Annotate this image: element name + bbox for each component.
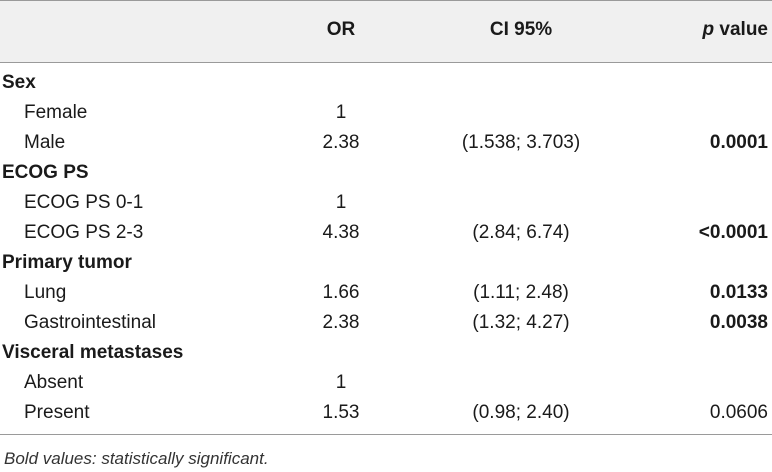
or-value: 1: [335, 372, 347, 393]
p-value-significant: 0.0001: [709, 132, 768, 153]
p-value-significant: 0.0133: [709, 282, 768, 303]
table-footnote: Bold values: statistically significant.: [4, 449, 269, 468]
row-label: Present: [24, 402, 90, 423]
p-value-significant: <0.0001: [698, 222, 768, 243]
group-label-sex: Sex: [2, 72, 36, 93]
row-label: ECOG PS 0-1: [24, 192, 144, 213]
column-header-ci: CI 95%: [489, 19, 553, 40]
row-label: Female: [24, 102, 88, 123]
or-value: 1.66: [322, 282, 360, 303]
row-label: Absent: [24, 372, 84, 393]
p-italic: p: [702, 19, 715, 40]
row-label: Male: [24, 132, 66, 153]
or-value: 1: [335, 102, 347, 123]
ci-value: (1.538; 3.703): [461, 132, 581, 153]
group-label-primary-tumor: Primary tumor: [2, 252, 132, 273]
table-header-band: [0, 0, 772, 62]
row-label: Lung: [24, 282, 67, 303]
p-value-suffix: value: [714, 19, 768, 40]
bottom-rule: [0, 434, 772, 435]
or-value: 1.53: [322, 402, 360, 423]
ci-value: (1.11; 2.48): [473, 282, 569, 303]
ci-value: (0.98; 2.40): [472, 402, 570, 423]
ci-value: (2.84; 6.74): [472, 222, 570, 243]
group-label-ecog: ECOG PS: [2, 162, 89, 183]
ci-value: (1.32; 4.27): [472, 312, 570, 333]
row-label: Gastrointestinal: [24, 312, 157, 333]
or-value: 2.38: [322, 312, 360, 333]
group-label-visceral-metastases: Visceral metastases: [2, 342, 184, 363]
or-value: 1: [335, 192, 347, 213]
column-header-p-value: p value: [703, 19, 768, 41]
column-header-or: OR: [326, 19, 356, 40]
row-label: ECOG PS 2-3: [24, 222, 144, 243]
header-rule: [0, 62, 772, 63]
top-rule: [0, 0, 772, 1]
or-value: 2.38: [322, 132, 360, 153]
p-value-significant: 0.0038: [709, 312, 768, 333]
p-value: 0.0606: [709, 402, 768, 423]
or-value: 4.38: [322, 222, 360, 243]
